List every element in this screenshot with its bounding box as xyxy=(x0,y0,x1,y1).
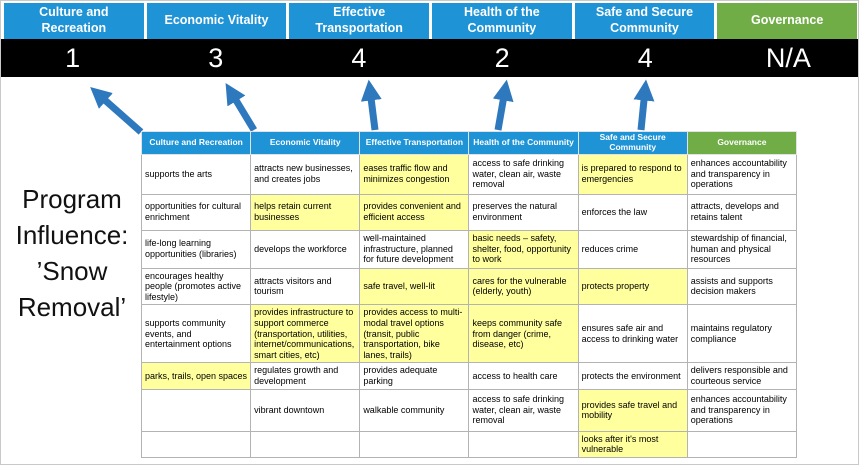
table-row: opportunities for cultural enrichment he… xyxy=(140,193,798,231)
category-header-culture-recreation: Culture and Recreation xyxy=(4,3,144,39)
table-cell: well-maintained infrastructure, planned … xyxy=(359,229,470,269)
table-cell: attracts, develops and retains talent xyxy=(686,193,798,231)
table-header-row: Culture and Recreation Economic Vitality… xyxy=(140,131,798,155)
score-health-community: 2 xyxy=(494,42,510,73)
table-cell: access to safe drinking water, clean air… xyxy=(468,153,579,195)
program-label-line: ’Snow xyxy=(36,256,108,286)
table-cell: safe travel, well-lit xyxy=(359,267,470,306)
table-cell: keeps community safe from danger (crime,… xyxy=(468,304,579,364)
score-governance: N/A xyxy=(765,42,811,73)
table-cell: basic needs – safety, shelter, food, opp… xyxy=(468,229,579,269)
table-cell: cares for the vulnerable (elderly, youth… xyxy=(468,267,579,306)
table-cell xyxy=(140,430,252,458)
table-cell: develops the workforce xyxy=(250,229,361,269)
influence-arrows xyxy=(90,79,655,135)
table-cell: helps retain current businesses xyxy=(250,193,361,231)
table-row: supports the arts attracts new businesse… xyxy=(140,153,798,195)
table-cell: is prepared to respond to emergencies xyxy=(577,153,688,195)
arrow-to-safe-secure-community-icon xyxy=(633,79,655,131)
table-cell: stewardship of financial, human and phys… xyxy=(686,229,798,269)
category-header-row: Culture and Recreation Economic Vitality… xyxy=(4,3,857,39)
score-bar: 1 3 4 2 4 N/A xyxy=(1,39,858,77)
table-cell: encourages healthy people (promotes acti… xyxy=(140,267,252,306)
table-cell xyxy=(686,430,798,458)
table-cell: supports community events, and entertain… xyxy=(140,304,252,364)
table-cell xyxy=(468,430,579,458)
table-row: life-long learning opportunities (librar… xyxy=(140,229,798,269)
influence-matrix-table: Culture and Recreation Economic Vitality… xyxy=(140,131,798,458)
table-cell: maintains regulatory compliance xyxy=(686,304,798,364)
score-culture-recreation: 1 xyxy=(65,42,81,73)
table-cell: access to safe drinking water, clean air… xyxy=(468,388,579,432)
table-cell: provides infrastructure to support comme… xyxy=(250,304,361,364)
table-row: vibrant downtown walkable community acce… xyxy=(140,388,798,432)
table-header-economic-vitality: Economic Vitality xyxy=(250,131,361,155)
category-header-economic-vitality: Economic Vitality xyxy=(146,3,287,39)
table-header-culture-recreation: Culture and Recreation xyxy=(140,131,252,155)
program-label-line: Removal’ xyxy=(17,292,127,322)
table-cell: protects the environment xyxy=(577,362,688,390)
table-cell xyxy=(140,388,252,432)
table-cell: delivers responsible and courteous servi… xyxy=(686,362,798,390)
table-cell: attracts visitors and tourism xyxy=(250,267,361,306)
table-cell xyxy=(359,430,470,458)
table-cell: enhances accountability and transparency… xyxy=(686,388,798,432)
table-cell: access to health care xyxy=(468,362,579,390)
table-cell xyxy=(250,430,361,458)
table-cell: life-long learning opportunities (librar… xyxy=(140,229,252,269)
table-header-effective-transportation: Effective Transportation xyxy=(359,131,470,155)
table-cell: vibrant downtown xyxy=(250,388,361,432)
category-header-governance: Governance xyxy=(717,3,857,39)
arrow-to-culture-recreation-icon xyxy=(90,87,144,135)
table-cell: enforces the law xyxy=(577,193,688,231)
table-cell: parks, trails, open spaces xyxy=(140,362,252,390)
table-cell: reduces crime xyxy=(577,229,688,269)
table-row: encourages healthy people (promotes acti… xyxy=(140,267,798,306)
category-header-safe-secure-community: Safe and Secure Community xyxy=(574,3,715,39)
table-cell: ensures safe air and access to drinking … xyxy=(577,304,688,364)
score-safe-secure-community: 4 xyxy=(637,42,653,73)
arrow-to-effective-transportation-icon xyxy=(360,79,382,131)
table-cell: attracts new businesses, and creates job… xyxy=(250,153,361,195)
program-label-line: Influence: xyxy=(15,220,129,250)
table-row: looks after it's most vulnerable xyxy=(140,430,798,458)
table-cell: provides safe travel and mobility xyxy=(577,388,688,432)
category-header-effective-transportation: Effective Transportation xyxy=(289,3,429,39)
program-influence-label: Program Influence: ’Snow Removal’ xyxy=(1,181,143,325)
table-cell: eases traffic flow and minimizes congest… xyxy=(359,153,470,195)
table-cell: provides convenient and efficient access xyxy=(359,193,470,231)
category-header-health-community: Health of the Community xyxy=(432,3,572,39)
arrow-to-economic-vitality-icon xyxy=(225,83,257,132)
score-economic-vitality: 3 xyxy=(208,42,224,73)
table-cell: looks after it's most vulnerable xyxy=(577,430,688,458)
table-header-governance: Governance xyxy=(686,131,798,155)
table-cell: walkable community xyxy=(359,388,470,432)
program-label-line: Program xyxy=(22,184,122,214)
table-cell: provides access to multi-modal travel op… xyxy=(359,304,470,364)
table-header-health-community: Health of the Community xyxy=(468,131,579,155)
table-cell: supports the arts xyxy=(140,153,252,195)
table-cell: provides adequate parking xyxy=(359,362,470,390)
table-cell: regulates growth and development xyxy=(250,362,361,390)
table-cell: opportunities for cultural enrichment xyxy=(140,193,252,231)
table-cell: protects property xyxy=(577,267,688,306)
arrow-to-health-community-icon xyxy=(492,79,514,131)
table-cell: enhances accountability and transparency… xyxy=(686,153,798,195)
table-header-safe-secure-community: Safe and Secure Community xyxy=(577,131,688,155)
table-cell: preserves the natural environment xyxy=(468,193,579,231)
table-row: supports community events, and entertain… xyxy=(140,304,798,364)
score-effective-transportation: 4 xyxy=(351,42,367,73)
table-cell: assists and supports decision makers xyxy=(686,267,798,306)
table-row: parks, trails, open spaces regulates gro… xyxy=(140,362,798,390)
